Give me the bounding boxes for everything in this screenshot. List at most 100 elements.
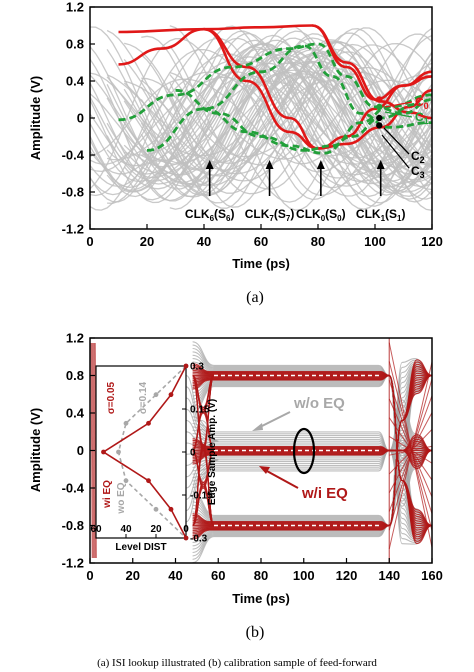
panel-b: 0 20 40 60 80 100 120 140 160 1.2 0.8 0.4 0 -0.4 -0.8… (28, 331, 443, 642)
eye-trace (169, 33, 432, 198)
eye-trace (169, 51, 432, 175)
eye-trace (169, 60, 432, 171)
inset-wi-eq-point (146, 478, 151, 484)
x-tick-label: 20 (140, 234, 154, 249)
inset-x-ticks: 60 40 20 0 (90, 524, 189, 538)
clock-arrowhead (205, 160, 214, 169)
wi-eq-arrow (264, 469, 299, 489)
inset-x-tick-label: 0 (183, 524, 189, 535)
y-tick-label: 0.8 (66, 368, 84, 383)
inset-wi-eq-point (146, 420, 151, 426)
sample-point (376, 96, 383, 103)
inset-sigma-wo: σ=0.14 (138, 381, 149, 414)
eye-trace (140, 60, 432, 171)
eye-trace (169, 48, 432, 177)
x-tick-label: 0 (86, 234, 93, 249)
x-tick-label: 140 (378, 568, 400, 583)
eye-trace (90, 37, 432, 203)
x-tick-label: 80 (254, 568, 268, 583)
inset-x-tick-label: 20 (150, 524, 162, 535)
label-c0-leader (384, 101, 413, 108)
inset-y-tick-label: -0.3 (190, 534, 208, 545)
y-tick-label: -1.2 (62, 222, 84, 237)
left-edge-trace (93, 342, 97, 559)
panel-b-y-ticks: 1.2 0.8 0.4 0 -0.4 -0.8 -1.2 (62, 331, 95, 571)
label-c2: C2 (411, 149, 425, 165)
series-c0-trace (118, 27, 432, 150)
inset-x-axis-label: Level DIST (115, 542, 166, 553)
label-c1: C1 (415, 110, 429, 126)
wi-eq-crossing (388, 398, 432, 498)
eye-trace (140, 43, 432, 207)
sample-point (376, 122, 383, 129)
inset-wo-eq-point (153, 506, 159, 512)
clock-label: CLK6(S6) (185, 207, 235, 223)
inset-y-tick-label: -0.15 (190, 491, 213, 502)
panel-a-label: (a) (246, 289, 264, 306)
eye-trace (141, 71, 432, 158)
panel-b-x-ticks: 0 20 40 60 80 100 120 140 160 (86, 558, 443, 583)
eye-trace (123, 52, 432, 196)
wi-eq-transition (192, 449, 215, 527)
x-tick-label: 60 (211, 568, 225, 583)
wo-eq-transition (185, 386, 219, 442)
x-tick-label: 100 (364, 234, 386, 249)
y-tick-label: -0.4 (62, 481, 85, 496)
inset-wi-eq-point (168, 392, 174, 398)
wo-eq-transition (186, 459, 219, 489)
eye-trace (140, 47, 432, 202)
wi-eq-trace (192, 363, 432, 527)
label-c3-leader (381, 134, 410, 169)
inset-wi-eq-point (183, 535, 189, 541)
panel-a-x-axis-label: Time (ps) (232, 256, 290, 271)
inset-y-axis-label: Edge Sample Amp. (V) (207, 399, 218, 505)
highlight-ellipse (292, 427, 316, 475)
eye-trace (90, 24, 432, 202)
eye-trace (90, 34, 432, 201)
x-tick-label: 80 (311, 234, 325, 249)
eye-trace (106, 50, 432, 197)
eye-trace (169, 39, 432, 186)
panel-a-y-ticks: 1.2 0.8 0.4 0 -0.4 -0.8 -1.2 (62, 0, 95, 237)
inset-wo-eq-point (153, 392, 159, 398)
inset-x-tick-label: 40 (120, 524, 132, 535)
inset-series (101, 363, 189, 541)
label-c0: C0 (415, 95, 429, 111)
label-c1-leader (384, 111, 413, 118)
y-tick-label: -0.4 (62, 148, 85, 163)
clock-arrowhead (316, 160, 325, 169)
inset-sigma-wi: σ=0.05 (106, 381, 117, 414)
y-tick-label: -0.8 (62, 185, 84, 200)
inset-wo-eq-point (123, 420, 129, 426)
panel-a-x-ticks: 0 20 40 60 80 100 120 (86, 224, 443, 249)
y-tick-label: 1.2 (66, 331, 84, 346)
clock-label: CLK0(S0) (296, 207, 346, 223)
inset-y-tick-label: 0.3 (190, 362, 204, 373)
x-tick-label: 20 (126, 568, 140, 583)
wo-eq-trace (192, 399, 432, 452)
x-tick-label: 40 (168, 568, 182, 583)
eye-trace (169, 30, 432, 210)
panel-b-y-axis-label: Amplitude (V) (28, 408, 43, 493)
panel-a: 0 20 40 60 80 100 120 1.2 0.8 0.4 0 -0.4 -0.8 -1.2 T… (28, 0, 443, 306)
wi-eq-crossing (388, 417, 432, 481)
eye-trace (123, 53, 432, 195)
x-tick-label: 40 (197, 234, 211, 249)
eye-trace (124, 30, 432, 210)
y-tick-label: 0 (77, 111, 84, 126)
x-tick-label: 100 (293, 568, 315, 583)
panel-a-clock-annotations: CLK6(S6) CLK7(S7) CLK0(S0) CLK1(S1) (185, 160, 405, 223)
x-tick-label: 60 (254, 234, 268, 249)
wo-eq-arrow (257, 411, 291, 429)
y-tick-label: 0 (77, 443, 84, 458)
panel-b-x-axis-label: Time (ps) (232, 591, 290, 606)
inset-legend-wo: wo EQ (116, 482, 127, 514)
clock-label: CLK7(S7) (245, 207, 295, 223)
panel-a-y-axis-label: Amplitude (V) (28, 76, 43, 161)
y-tick-label: -0.8 (62, 518, 84, 533)
wi-eq-crossing (388, 436, 432, 464)
x-tick-label: 120 (421, 234, 443, 249)
eye-trace (106, 74, 432, 164)
label-c2-leader (383, 127, 410, 155)
